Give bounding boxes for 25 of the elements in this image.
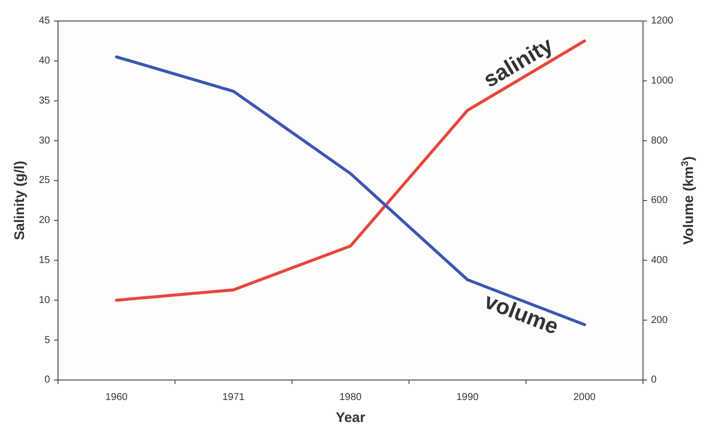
x-tick-label: 1971 [222, 392, 246, 403]
y2-tick-label: 0 [651, 374, 657, 386]
y2-tick-label: 400 [651, 254, 668, 266]
y2-tick-label: 1000 [651, 75, 674, 86]
y2-tick-label: 800 [651, 135, 668, 146]
y-axis-title: Salinity (g/l) [11, 160, 27, 240]
y-tick-label: 40 [38, 56, 50, 67]
text: volume [481, 288, 562, 340]
y-tick-label: 10 [38, 294, 50, 306]
y-tick-label: 15 [38, 254, 50, 266]
y2-tick-label: 600 [651, 195, 668, 206]
y-tick-label: 20 [38, 215, 50, 226]
x-tick-label: 1980 [339, 392, 362, 403]
x-tick-label: 2000 [573, 392, 596, 403]
y-tick-label: 5 [44, 334, 50, 346]
x-tick-label: 1990 [456, 392, 480, 403]
y-tick-label: 45 [38, 16, 50, 27]
y-tick-label: 30 [38, 135, 50, 146]
x-tick-label: 1960 [105, 392, 128, 403]
x-axis-title: Year [336, 409, 366, 425]
y-tick-label: 35 [38, 95, 50, 106]
y-tick-label: 25 [38, 175, 50, 186]
y-tick-label: 0 [44, 374, 50, 386]
y2-tick-label: 1200 [651, 16, 674, 27]
y2-tick-label: 200 [651, 314, 668, 326]
